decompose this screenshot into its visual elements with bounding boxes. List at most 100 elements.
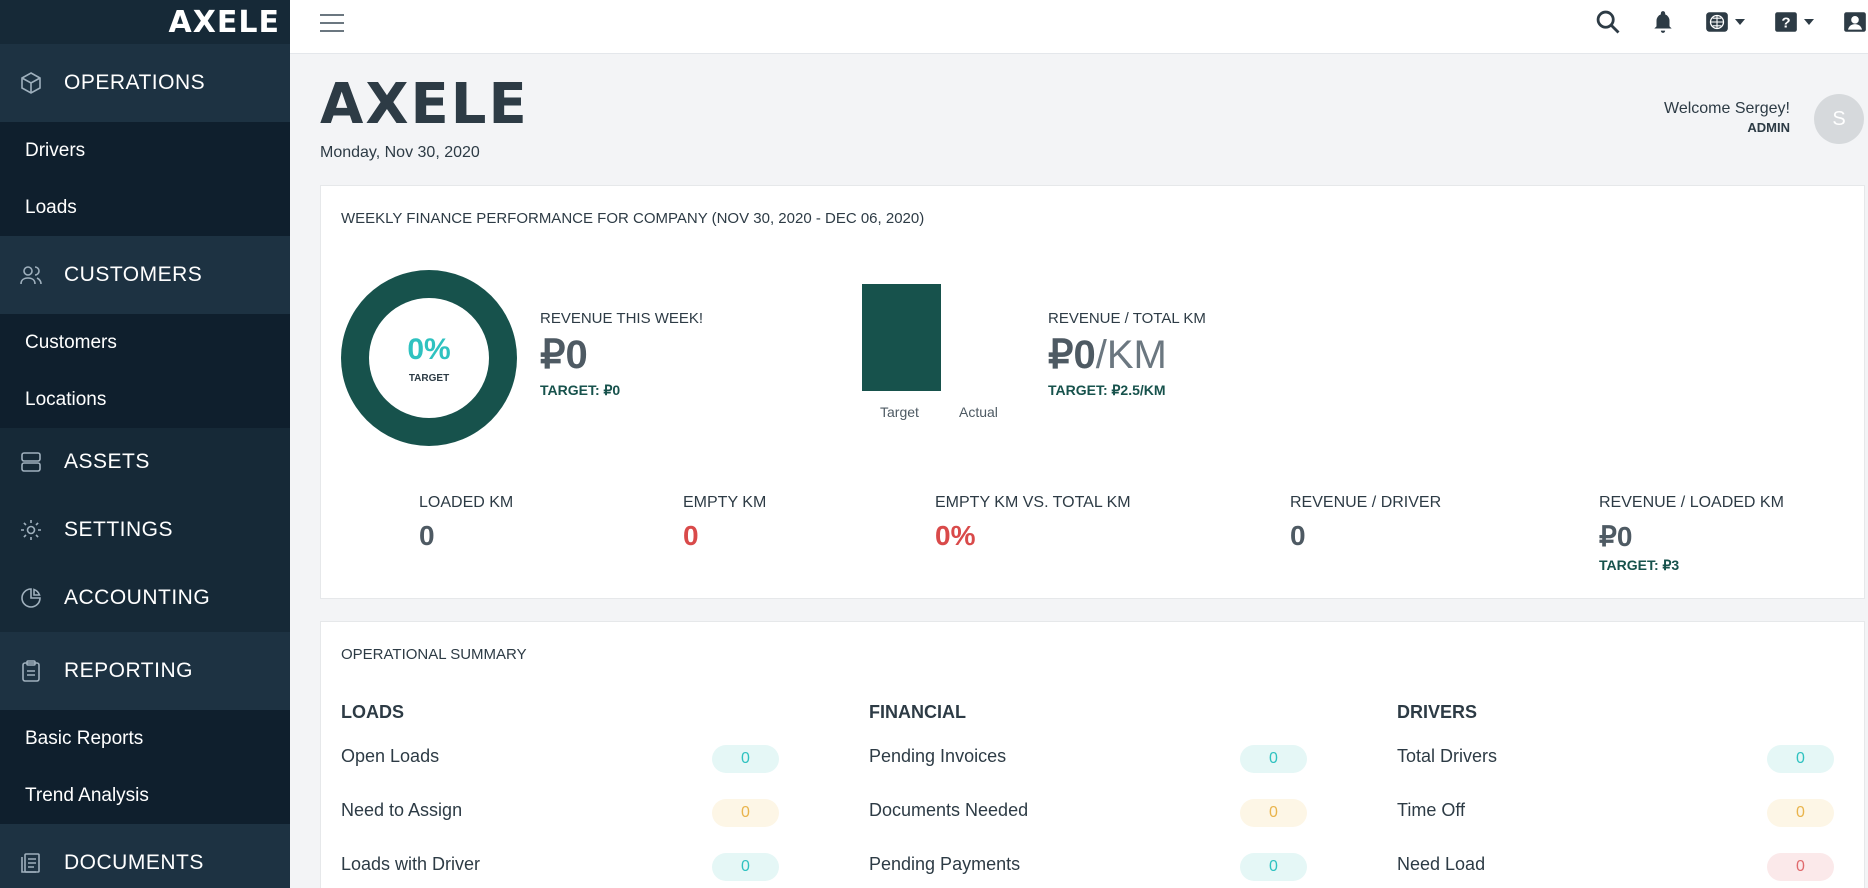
sidebar-section-label: REPORTING [64, 659, 193, 682]
globe-dropdown[interactable] [1704, 9, 1745, 35]
total-drivers-label[interactable]: Total Drivers [1397, 746, 1498, 766]
revenue-loaded-km-target: TARGET: ₽3 [1599, 557, 1680, 573]
target-donut-chart: 0% TARGET [341, 270, 517, 446]
main-content: AXELE Monday, Nov 30, 2020 Welcome Serge… [290, 54, 1868, 888]
loaded-km-label: LOADED KM [419, 494, 514, 511]
bell-icon[interactable] [1650, 9, 1676, 35]
topbar: ? [290, 0, 1868, 54]
sidebar-logo[interactable]: AXELE [0, 0, 290, 44]
donut-label: TARGET [408, 372, 450, 384]
sidebar-section-label: ASSETS [64, 450, 150, 473]
user-menu[interactable] [1842, 9, 1868, 35]
empty-km-value: 0 [683, 520, 699, 551]
empty-vs-total-label: EMPTY KM VS. TOTAL KM [935, 494, 1131, 511]
hamburger-menu-icon[interactable] [320, 14, 344, 34]
time-off-label[interactable]: Time Off [1397, 800, 1466, 820]
sidebar-section-label: ACCOUNTING [64, 586, 211, 609]
sidebar-item-basic-reports[interactable]: Basic Reports [0, 710, 290, 767]
financial-heading: FINANCIAL [869, 702, 966, 722]
svg-text:?: ? [1781, 14, 1790, 31]
sidebar-section-settings[interactable]: SETTINGS [0, 496, 290, 564]
revenue-loaded-km-label: REVENUE / LOADED KM [1599, 494, 1784, 511]
logo-text: AXELE [168, 4, 280, 40]
donut-center: 0% TARGET [369, 298, 489, 418]
revenue-km-value: ₽0/KM [1048, 332, 1167, 378]
total-drivers-count[interactable]: 0 [1767, 745, 1834, 773]
drivers-heading: DRIVERS [1397, 702, 1478, 722]
documents-needed-count[interactable]: 0 [1240, 799, 1307, 827]
sidebar-section-reporting[interactable]: REPORTING [0, 632, 290, 710]
open-loads-count[interactable]: 0 [712, 745, 779, 773]
users-icon [18, 262, 44, 288]
sidebar-item-customers[interactable]: Customers [0, 314, 290, 371]
pie-chart-icon [18, 585, 44, 611]
revenue-km-unit: /KM [1095, 333, 1167, 377]
card-title: OPERATIONAL SUMMARY [341, 646, 527, 663]
sidebar-section-assets[interactable]: ASSETS [0, 428, 290, 496]
pending-invoices-label[interactable]: Pending Invoices [869, 746, 1007, 766]
weekly-finance-card: WEEKLY FINANCE PERFORMANCE FOR COMPANY (… [320, 185, 1865, 599]
welcome-text: Welcome Sergey! [1664, 100, 1790, 117]
time-off-count[interactable]: 0 [1767, 799, 1834, 827]
sidebar-section-label: OPERATIONS [64, 71, 206, 94]
help-icon: ? [1775, 12, 1797, 32]
pending-payments-count[interactable]: 0 [1240, 853, 1307, 881]
pending-payments-label[interactable]: Pending Payments [869, 854, 1021, 874]
sidebar-section-label: DOCUMENTS [64, 851, 204, 874]
revenue-km-target: TARGET: ₽2.5/KM [1048, 382, 1166, 398]
chevron-down-icon [1804, 19, 1814, 25]
empty-km-label: EMPTY KM [683, 494, 767, 511]
need-to-assign-count[interactable]: 0 [712, 799, 779, 827]
search-icon[interactable] [1594, 8, 1622, 36]
need-load-count[interactable]: 0 [1767, 853, 1834, 881]
donut-percentage: 0% [407, 332, 451, 366]
pending-invoices-count[interactable]: 0 [1240, 745, 1307, 773]
sidebar-section-label: SETTINGS [64, 518, 174, 541]
revenue-week-value: ₽0 [540, 333, 588, 377]
revenue-km-amount: ₽0 [1048, 333, 1096, 377]
welcome-block: Welcome Sergey! ADMIN [1664, 100, 1790, 135]
server-icon [18, 449, 44, 475]
loaded-km-value: 0 [419, 520, 435, 551]
sidebar: AXELE OPERATIONS Drivers Loads CUSTOMERS… [0, 0, 290, 888]
sidebar-section-documents[interactable]: DOCUMENTS [0, 824, 290, 888]
clipboard-icon [18, 658, 44, 684]
bar-actual-label: Actual [959, 404, 998, 420]
sidebar-section-customers[interactable]: CUSTOMERS [0, 236, 290, 314]
sidebar-item-drivers[interactable]: Drivers [0, 122, 290, 179]
sidebar-section-operations[interactable]: OPERATIONS [0, 44, 290, 122]
revenue-km-label: REVENUE / TOTAL KM [1048, 310, 1206, 327]
cube-icon [18, 70, 44, 96]
sidebar-section-label: CUSTOMERS [64, 263, 203, 286]
chevron-down-icon [1735, 19, 1745, 25]
avatar[interactable]: S [1814, 94, 1864, 144]
help-dropdown[interactable]: ? [1773, 9, 1814, 35]
documents-needed-label[interactable]: Documents Needed [869, 800, 1029, 820]
open-loads-label[interactable]: Open Loads [341, 746, 440, 766]
card-title: WEEKLY FINANCE PERFORMANCE FOR COMPANY (… [341, 210, 925, 227]
user-icon [1844, 12, 1866, 32]
loads-with-driver-count[interactable]: 0 [712, 853, 779, 881]
current-date: Monday, Nov 30, 2020 [320, 144, 480, 161]
revenue-loaded-km-value: ₽0 [1599, 521, 1633, 552]
sidebar-section-accounting[interactable]: ACCOUNTING [0, 564, 290, 632]
sidebar-item-loads[interactable]: Loads [0, 179, 290, 236]
brand-logo: AXELE [320, 72, 529, 137]
top-icons: ? [1566, 8, 1868, 36]
need-to-assign-label[interactable]: Need to Assign [341, 800, 463, 820]
documents-icon [18, 850, 44, 876]
operational-summary-card: OPERATIONAL SUMMARY LOADS Open Loads 0 N… [320, 621, 1865, 888]
loads-with-driver-label[interactable]: Loads with Driver [341, 854, 481, 874]
gear-icon [18, 517, 44, 543]
revenue-week-label: REVENUE THIS WEEK! [540, 310, 704, 327]
bar-target-label: Target [880, 404, 919, 420]
need-load-label[interactable]: Need Load [1397, 854, 1486, 874]
loads-heading: LOADS [341, 702, 404, 722]
user-role: ADMIN [1747, 120, 1790, 135]
revenue-driver-value: 0 [1290, 520, 1306, 551]
target-bar [862, 284, 941, 391]
revenue-driver-label: REVENUE / DRIVER [1290, 494, 1442, 511]
sidebar-item-trend-analysis[interactable]: Trend Analysis [0, 767, 290, 824]
empty-vs-total-value: 0% [935, 520, 976, 551]
sidebar-item-locations[interactable]: Locations [0, 371, 290, 428]
